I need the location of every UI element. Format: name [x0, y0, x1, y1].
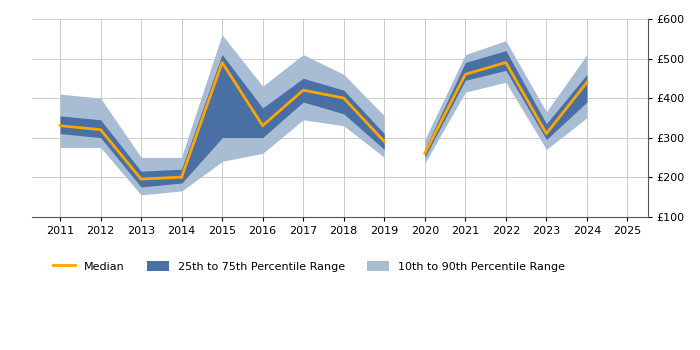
- Line: Median: Median: [425, 63, 587, 153]
- Median: [461, 72, 470, 76]
- Median: [502, 61, 510, 65]
- Median: [421, 151, 429, 155]
- Median: [582, 80, 591, 84]
- Median: [542, 132, 551, 136]
- Legend: Median, 25th to 75th Percentile Range, 10th to 90th Percentile Range: Median, 25th to 75th Percentile Range, 1…: [48, 257, 570, 276]
